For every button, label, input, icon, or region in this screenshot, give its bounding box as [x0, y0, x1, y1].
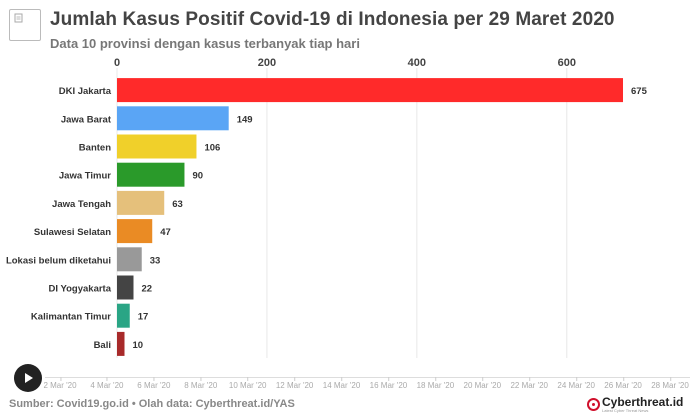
x-tick-label: 0: [114, 57, 120, 69]
bar: [117, 331, 125, 356]
value-label: 47: [160, 227, 171, 238]
timeline-date-ticks: 2 Mar '20 4 Mar '20 6 Mar '20 8 Mar '20 10 M…: [0, 377, 700, 395]
value-label: 22: [141, 284, 152, 295]
timeline-date-label[interactable]: 4 Mar '20: [90, 377, 124, 390]
x-tick-label: 600: [558, 57, 576, 69]
value-label: 33: [150, 255, 161, 266]
category-label: Sulawesi Selatan: [34, 227, 111, 238]
bar: [117, 219, 153, 244]
timeline-date-label[interactable]: 6 Mar '20: [137, 377, 171, 390]
category-label: Bali: [94, 340, 111, 351]
timeline-date-label[interactable]: 22 Mar '20: [510, 377, 548, 390]
value-label: 10: [132, 340, 143, 351]
timeline-slider[interactable]: [45, 377, 690, 378]
category-label: Jawa Timur: [59, 171, 111, 182]
timeline-date-label[interactable]: 10 Mar '20: [228, 377, 267, 390]
brand-name: Cyberthreat.id: [602, 394, 684, 409]
x-tick-label: 400: [408, 57, 426, 69]
bar: [117, 134, 197, 159]
bar: [117, 162, 185, 187]
bar: [117, 303, 130, 328]
play-icon: [25, 373, 33, 383]
x-tick-label: 200: [258, 57, 276, 69]
category-label: Lokasi belum diketahui: [6, 255, 111, 266]
chart-subtitle: Data 10 provinsi dengan kasus terbanyak …: [50, 36, 360, 51]
brand-tagline: Latest Cyber Threat News: [602, 407, 649, 413]
timeline-date-label[interactable]: 8 Mar '20: [184, 377, 218, 390]
category-label: DI Yogyakarta: [49, 284, 112, 295]
timeline-date-label[interactable]: 20 Mar '20: [463, 377, 502, 390]
source-credit: Sumber: Covid19.go.id • Olah data: Cyber…: [9, 398, 295, 410]
chart-title: Jumlah Kasus Positif Covid-19 di Indones…: [50, 9, 615, 30]
timeline-date-label[interactable]: 16 Mar '20: [369, 377, 408, 390]
logo-placeholder-icon: [9, 9, 41, 41]
bar: [117, 106, 229, 131]
value-label: 106: [204, 143, 220, 154]
category-label: Jawa Barat: [61, 114, 112, 125]
timeline-date-label[interactable]: 28 Mar '20: [651, 377, 689, 390]
brand-logo-icon: [587, 397, 600, 411]
play-button[interactable]: [14, 364, 42, 392]
value-label: 675: [631, 86, 648, 97]
value-label: 90: [192, 171, 203, 182]
value-label: 17: [138, 312, 149, 323]
brand-logo: Cyberthreat.id Latest Cyber Threat News: [587, 394, 683, 414]
category-label: Jawa Tengah: [52, 199, 111, 210]
timeline-date-label[interactable]: 18 Mar '20: [416, 377, 455, 390]
value-label: 149: [237, 114, 253, 125]
category-label: Kalimantan Timur: [31, 312, 111, 323]
bar: [117, 275, 134, 300]
category-label: DKI Jakarta: [59, 86, 112, 97]
timeline-date-label[interactable]: 26 Mar '20: [604, 377, 642, 390]
timeline-date-label[interactable]: 24 Mar '20: [557, 377, 595, 390]
bar: [117, 190, 165, 215]
category-label: Banten: [79, 143, 111, 154]
bar-chart: 0 200 400 600 DKI Jakarta 675 Jawa Barat 149 Ban…: [6, 57, 648, 358]
bar: [117, 247, 142, 272]
timeline-date-label[interactable]: 12 Mar '20: [275, 377, 314, 390]
timeline-date-label[interactable]: 14 Mar '20: [322, 377, 361, 390]
bar: [117, 78, 623, 103]
timeline-date-label[interactable]: 2 Mar '20: [43, 377, 77, 390]
value-label: 63: [172, 199, 183, 210]
